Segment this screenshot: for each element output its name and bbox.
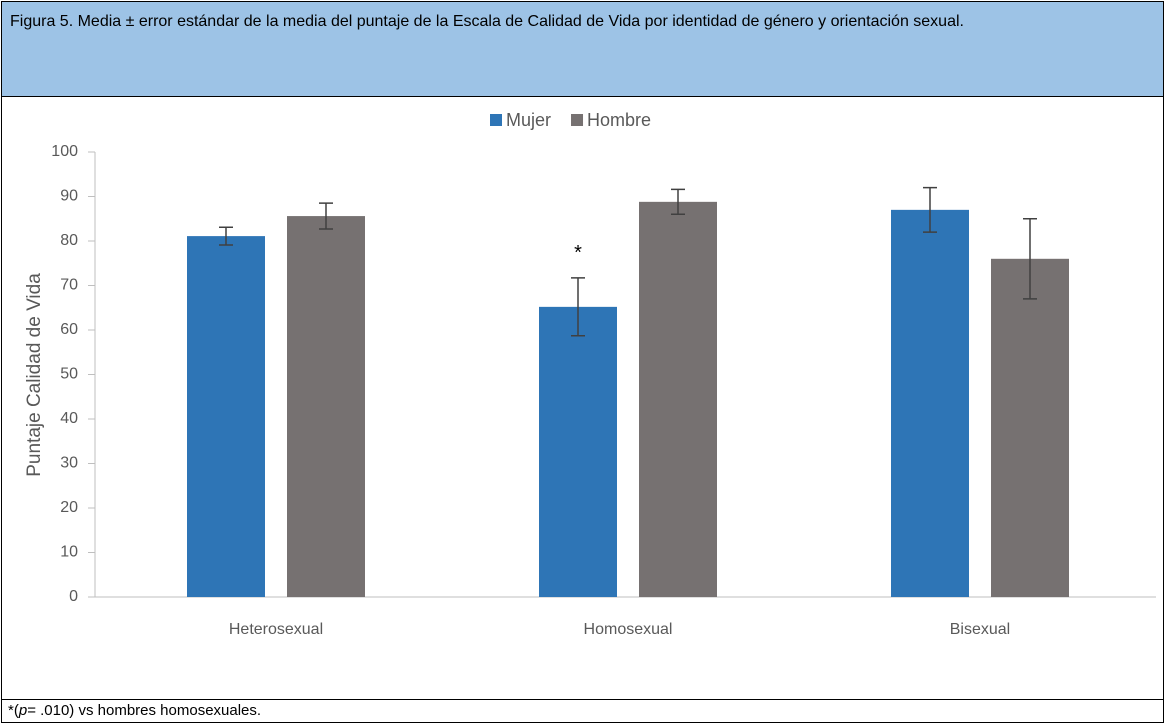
- x-tick-label: Heterosexual: [229, 621, 323, 638]
- y-tick-label: 0: [69, 588, 78, 605]
- y-tick-label: 70: [60, 277, 78, 294]
- y-tick-label: 80: [60, 232, 78, 249]
- x-tick-label: Homosexual: [584, 621, 673, 638]
- error-bar: [923, 186, 937, 233]
- bar: [287, 216, 365, 597]
- footnote-suffix: = .010) vs hombres homosexuales.: [27, 702, 262, 719]
- y-tick-label: 10: [60, 544, 78, 561]
- legend-swatch: [571, 114, 584, 126]
- legend-swatch: [490, 114, 502, 126]
- legend-label: Hombre: [587, 110, 651, 130]
- error-bar: [319, 202, 333, 230]
- footnote-italic: p: [18, 702, 28, 719]
- y-tick-label: 90: [60, 188, 78, 205]
- x-tick-label: Bisexual: [950, 621, 1010, 638]
- y-tick-label: 60: [60, 321, 78, 338]
- error-bar: [1023, 218, 1037, 300]
- y-tick-label: 20: [60, 499, 78, 516]
- y-tick-label: 100: [51, 143, 78, 160]
- error-bar: [219, 226, 233, 246]
- footnote-prefix: *(: [8, 702, 19, 719]
- y-axis-label: Puntaje Calidad de Vida: [24, 273, 45, 477]
- legend-label: Mujer: [506, 110, 551, 130]
- error-bar: [671, 188, 685, 216]
- annotation: *: [574, 242, 582, 264]
- footnote: *(p= .010) vs hombres homosexuales.: [2, 699, 1163, 722]
- bar: [991, 258, 1069, 597]
- bar: [187, 236, 265, 598]
- y-tick-label: 40: [60, 410, 78, 427]
- error-bar: [571, 277, 585, 337]
- bar: [639, 201, 717, 597]
- bar: [891, 209, 969, 597]
- bar: [539, 306, 617, 597]
- figure-title: Figura 5. Media ± error estándar de la m…: [2, 2, 1163, 97]
- y-tick-label: 30: [60, 455, 78, 472]
- y-tick-label: 50: [60, 366, 78, 383]
